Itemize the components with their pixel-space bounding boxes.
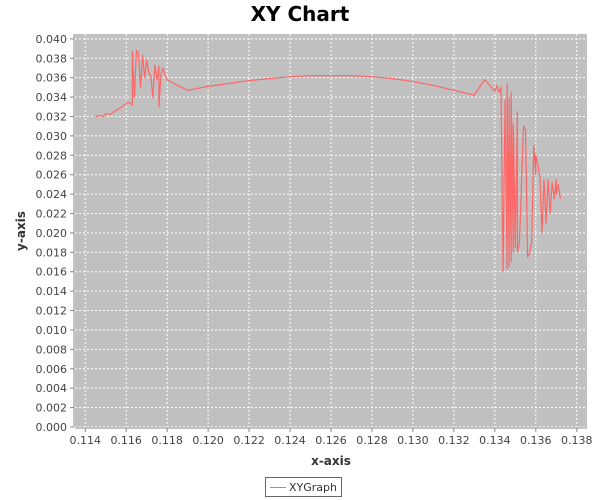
y-tick-label: 0.030 [36,130,68,143]
series-layer [95,49,561,273]
y-tick-label: 0.014 [36,285,68,298]
x-tick-label: 0.122 [233,434,265,447]
y-tick-label: 0.038 [36,52,68,65]
x-axis-title: x-axis [311,454,351,468]
grid-lines [75,34,587,428]
y-tick-label: 0.034 [36,91,68,104]
y-axis-title: y-axis [14,211,28,251]
y-tick-label: 0.000 [36,421,68,434]
y-tick-label: 0.020 [36,227,68,240]
x-tick-label: 0.118 [151,434,183,447]
x-tick-label: 0.126 [315,434,347,447]
y-tick-label: 0.004 [36,382,68,395]
x-tick-label: 0.138 [561,434,593,447]
y-tick-label: 0.002 [36,402,68,415]
y-tick-label: 0.024 [36,188,68,201]
y-tick-label: 0.026 [36,169,68,182]
y-tick-label: 0.012 [36,305,68,318]
y-tick-label: 0.022 [36,208,68,221]
y-tick-label: 0.006 [36,363,68,376]
y-tick-label: 0.008 [36,343,68,356]
legend: XYGraph [265,477,342,497]
x-tick-label: 0.120 [192,434,224,447]
y-tick-label: 0.032 [36,110,68,123]
x-tick-label: 0.136 [520,434,552,447]
y-tick-label: 0.018 [36,246,68,259]
chart-title: XY Chart [250,2,350,26]
legend-label: XYGraph [289,480,337,494]
series-line-XYGraph [95,49,561,273]
x-tick-label: 0.114 [69,434,101,447]
y-tick-label: 0.010 [36,324,68,337]
y-tick-label: 0.040 [36,33,68,46]
y-tick-label: 0.016 [36,266,68,279]
x-tick-label: 0.134 [479,434,511,447]
y-tick-labels: 0.000 0.002 0.004 0.006 0.008 0.010 0.012 0.014… [36,33,74,434]
y-tick-label: 0.036 [36,72,68,85]
legend-swatch [270,486,286,488]
x-tick-label: 0.130 [397,434,429,447]
x-tick-label: 0.128 [356,434,388,447]
x-tick-label: 0.124 [274,434,306,447]
y-tick-label: 0.028 [36,149,68,162]
x-tick-label: 0.116 [110,434,142,447]
x-tick-label: 0.132 [438,434,470,447]
x-tick-labels: 0.114 0.116 0.118 0.120 0.122 0.124 0.126 0.128… [69,428,593,447]
